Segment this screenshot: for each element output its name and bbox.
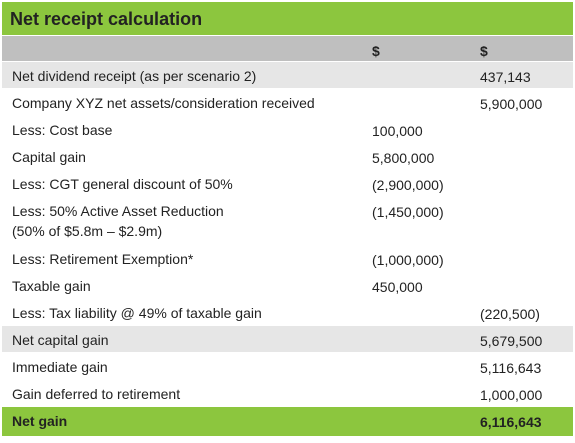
cell-value: 6,116,643 [480,414,542,430]
cell-value: (220,500) [480,306,540,322]
cell-value: 437,143 [480,69,531,85]
row-label: Taxable gain [12,278,91,294]
row-label: Gain deferred to retirement [12,386,181,402]
table-row: Capital gain 5,800,000 [2,143,573,170]
row-label: Capital gain [12,149,86,165]
row-label: Less: Tax liability @ 49% of taxable gai… [12,305,262,321]
table-row: Gain deferred to retirement 1,000,000 [2,380,573,407]
table-row: Less: Tax liability @ 49% of taxable gai… [2,299,573,326]
table-row: Net gain 6,116,643 [2,407,573,437]
row-label: Less: 50% Active Asset Reduction (50% of… [12,203,224,239]
table-row: Company XYZ net assets/consideration rec… [2,89,573,116]
header-cell: $ [372,43,380,59]
table: Net receipt calculation $ $ Net dividend… [2,2,573,439]
cell-value: 450,000 [372,279,423,295]
row-label: Immediate gain [12,359,108,375]
table-body: Net dividend receipt (as per scenario 2)… [2,62,573,437]
row-label: Net capital gain [12,332,109,348]
table-row: Net dividend receipt (as per scenario 2)… [2,62,573,89]
cell-value: 100,000 [372,123,423,139]
table-row: Less: Cost base 100,000 [2,116,573,143]
table-row: Less: 50% Active Asset Reduction (50% of… [2,197,573,245]
header-row: $ $ [2,36,573,62]
cell-value: (1,450,000) [372,204,444,220]
row-label: Less: Retirement Exemption* [12,251,194,267]
cell-value: 5,679,500 [480,333,543,349]
header-cell: $ [480,43,488,59]
title-bar: Net receipt calculation [2,2,573,36]
cell-value: (1,000,000) [372,252,444,268]
row-label: Company XYZ net assets/consideration rec… [12,95,315,111]
cell-value: (2,900,000) [372,177,444,193]
table-row: Less: CGT general discount of 50% (2,900,… [2,170,573,197]
cell-value: 5,900,000 [480,96,543,112]
cell-value: 1,000,000 [480,387,543,403]
title: Net receipt calculation [10,9,203,29]
row-label: Net dividend receipt (as per scenario 2) [12,68,257,84]
table-row: Immediate gain 5,116,643 [2,353,573,380]
row-label: Less: Cost base [12,122,113,138]
table-row: Taxable gain 450,000 [2,272,573,299]
cell-value: 5,116,643 [480,360,542,376]
table-row: Less: Retirement Exemption* (1,000,000) [2,245,573,272]
row-label: Net gain [12,413,68,429]
row-label: Less: CGT general discount of 50% [12,176,233,192]
table-row: Net capital gain 5,679,500 [2,326,573,353]
cell-value: 5,800,000 [372,150,435,166]
